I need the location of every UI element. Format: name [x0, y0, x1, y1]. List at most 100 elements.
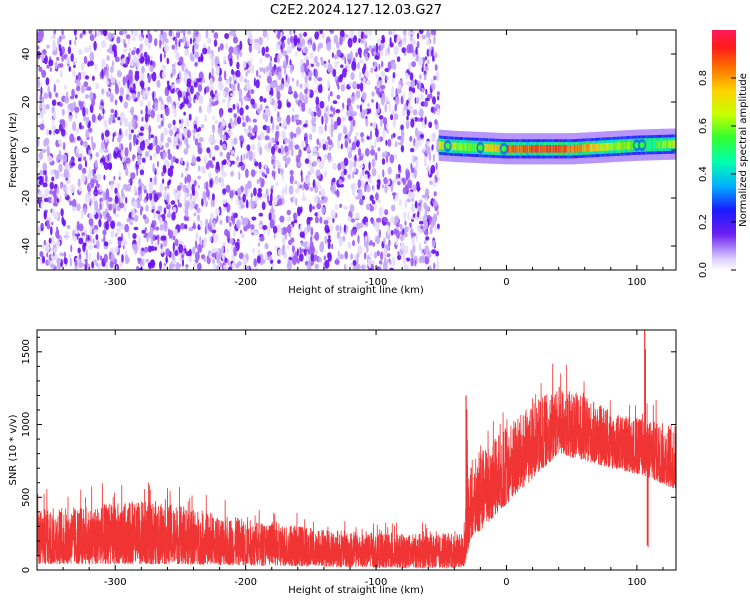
noise-speckle — [285, 54, 289, 61]
noise-speckle — [375, 101, 379, 111]
noise-speckle — [80, 209, 84, 220]
noise-speckle — [370, 149, 376, 156]
noise-speckle — [304, 138, 309, 146]
signal-band-cell — [580, 144, 582, 153]
noise-speckle — [139, 100, 144, 107]
noise-speckle — [347, 151, 353, 159]
noise-speckle — [212, 115, 216, 120]
noise-speckle — [228, 46, 234, 55]
noise-speckle — [418, 138, 422, 147]
noise-speckle — [282, 50, 288, 57]
noise-speckle — [74, 36, 78, 41]
noise-speckle — [319, 30, 323, 35]
noise-speckle — [307, 181, 310, 187]
noise-speckle — [393, 228, 398, 236]
spectrogram-ylabel: Frequency (Hz) — [8, 112, 19, 188]
noise-speckle — [435, 250, 440, 257]
noise-speckle — [179, 132, 183, 142]
signal-band-cell — [627, 141, 629, 150]
noise-speckle — [229, 190, 234, 199]
noise-speckle — [171, 63, 176, 68]
noise-speckle — [294, 144, 300, 150]
signal-band-cell — [556, 144, 558, 153]
noise-speckle — [245, 71, 248, 77]
noise-speckle — [84, 160, 88, 168]
noise-speckle — [287, 244, 290, 250]
noise-speckle — [403, 211, 407, 220]
signal-band-cell — [619, 142, 621, 150]
noise-speckle — [139, 193, 142, 202]
noise-speckle — [348, 116, 353, 121]
noise-speckle — [87, 62, 90, 67]
noise-speckle — [393, 113, 399, 121]
noise-speckle — [184, 137, 189, 146]
noise-speckle — [378, 229, 381, 239]
noise-speckle — [325, 106, 329, 112]
noise-speckle — [66, 224, 71, 230]
noise-speckle — [122, 239, 128, 247]
noise-speckle — [84, 94, 89, 99]
noise-speckle — [365, 80, 371, 86]
noise-speckle — [153, 101, 159, 112]
noise-speckle — [340, 84, 345, 92]
noise-speckle — [95, 82, 100, 90]
signal-band-cell — [517, 144, 519, 153]
noise-speckle — [261, 201, 266, 210]
noise-speckle — [185, 266, 189, 270]
signal-band-cell — [490, 144, 492, 152]
noise-speckle — [243, 217, 249, 226]
noise-speckle — [298, 148, 302, 158]
noise-speckle — [293, 93, 299, 99]
noise-speckle — [287, 156, 291, 165]
noise-speckle — [408, 90, 413, 100]
noise-speckle — [213, 39, 218, 47]
noise-speckle — [294, 114, 300, 119]
noise-speckle — [332, 68, 337, 78]
noise-speckle — [115, 146, 119, 153]
noise-speckle — [429, 92, 433, 99]
noise-speckle — [358, 38, 361, 43]
noise-speckle — [377, 266, 382, 270]
noise-speckle — [418, 242, 422, 252]
noise-speckle — [130, 172, 136, 180]
noise-speckle — [117, 116, 121, 121]
noise-speckle — [391, 204, 396, 212]
noise-speckle — [434, 53, 438, 58]
noise-speckle — [415, 57, 419, 62]
noise-speckle — [256, 107, 261, 114]
noise-speckle — [199, 236, 202, 245]
noise-speckle — [78, 49, 83, 55]
noise-speckle — [383, 216, 388, 223]
noise-speckle — [406, 115, 409, 121]
noise-speckle — [328, 124, 332, 135]
noise-speckle — [193, 260, 196, 269]
noise-speckle — [177, 185, 182, 192]
noise-speckle — [96, 208, 100, 214]
noise-speckle — [238, 161, 244, 166]
signal-band-cell — [545, 144, 547, 153]
noise-speckle — [205, 188, 210, 198]
noise-speckle — [304, 158, 310, 164]
noise-speckle — [328, 139, 333, 146]
noise-speckle — [216, 92, 221, 97]
signal-band-cell — [631, 141, 633, 150]
noise-speckle — [126, 217, 131, 223]
signal-band-cell — [649, 140, 651, 149]
signal-band-cell — [470, 143, 472, 151]
noise-speckle — [85, 262, 88, 266]
noise-speckle — [46, 64, 50, 69]
signal-band-cell — [469, 143, 471, 151]
noise-speckle — [392, 72, 396, 79]
noise-speckle — [194, 51, 199, 56]
noise-speckle — [304, 74, 308, 84]
noise-speckle — [50, 226, 53, 236]
signal-band-cell — [623, 142, 626, 150]
noise-speckle — [360, 136, 364, 142]
signal-band-cell — [486, 144, 488, 152]
noise-speckle — [161, 171, 165, 177]
noise-speckle — [140, 56, 145, 63]
noise-speckle — [347, 37, 353, 48]
noise-speckle — [359, 172, 362, 182]
signal-band-cell — [659, 140, 661, 149]
colorbar-label: Normalized spectral amplitude — [738, 73, 749, 227]
